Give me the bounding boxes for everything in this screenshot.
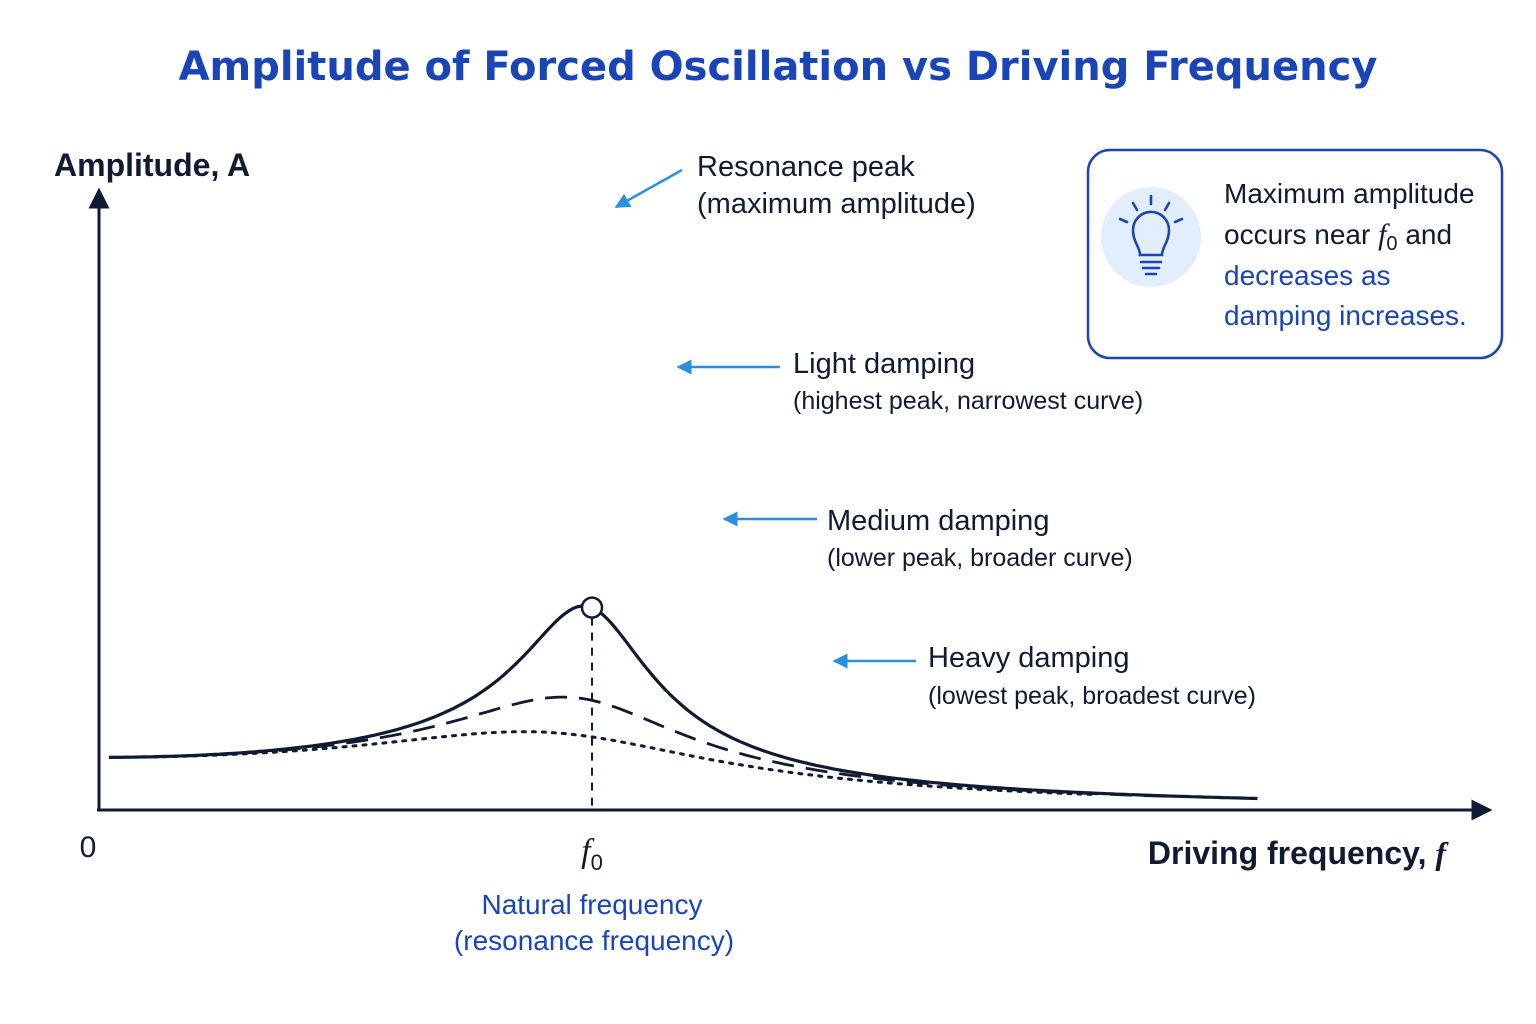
y-axis-label: Amplitude, A bbox=[54, 147, 250, 183]
lightbulb-icon bbox=[1101, 187, 1201, 287]
info-line-1: Maximum amplitude bbox=[1224, 178, 1475, 209]
info-line-2: occurs near f0 and bbox=[1224, 218, 1452, 255]
series-medium-damping-curve bbox=[108, 695, 1174, 798]
resonance-peak-sublabel: (maximum amplitude) bbox=[697, 188, 976, 220]
heavy-damping-label: Heavy damping bbox=[928, 642, 1130, 674]
x-origin-tick-label: 0 bbox=[80, 831, 97, 864]
heavy-damping-sublabel: (lowest peak, broadest curve) bbox=[928, 682, 1256, 710]
natural-frequency-label-line1: Natural frequency bbox=[481, 889, 702, 920]
info-line-3: decreases as bbox=[1224, 260, 1391, 291]
resonance-peak-arrow bbox=[614, 168, 683, 209]
resonance-peak-label: Resonance peak bbox=[697, 151, 915, 183]
info-line-4: damping increases. bbox=[1224, 300, 1467, 331]
resonance-peak-marker bbox=[580, 596, 604, 619]
medium-damping-label: Medium damping bbox=[827, 505, 1049, 537]
natural-frequency-label-line2: (resonance frequency) bbox=[454, 925, 734, 956]
f0-tick-label: f0 bbox=[581, 833, 603, 875]
x-axis-label: Driving frequency, f bbox=[1148, 835, 1449, 871]
series-heavy-damping-curve bbox=[141, 730, 1097, 797]
light-damping-label: Light damping bbox=[793, 348, 975, 380]
info-box-frame bbox=[1086, 148, 1504, 360]
medium-damping-sublabel: (lower peak, broader curve) bbox=[827, 544, 1133, 572]
info-box: Maximum amplitude occurs near f0 and dec… bbox=[1086, 148, 1504, 360]
chart-title: Amplitude of Forced Oscillation vs Drivi… bbox=[179, 44, 1378, 90]
light-damping-sublabel: (highest peak, narrowest curve) bbox=[793, 387, 1143, 415]
